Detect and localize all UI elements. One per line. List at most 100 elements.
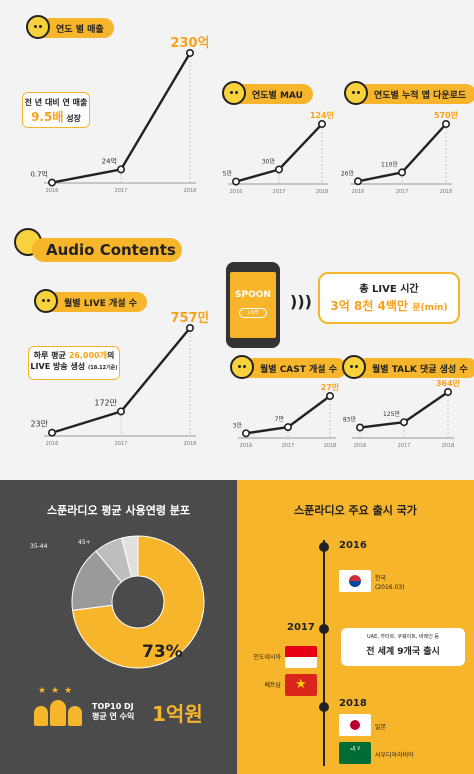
live-callout-prefix: 하루 평균: [33, 351, 66, 360]
top-dj-value: 1억원: [152, 702, 203, 726]
japan-label: 일본: [375, 724, 387, 731]
live-title: 월별 LIVE 개설 수: [64, 298, 137, 309]
data-label: 5만: [223, 170, 233, 178]
data-label: 570만: [434, 110, 459, 120]
donut-category-label: 45+: [78, 539, 91, 546]
data-point: [318, 120, 327, 129]
data-label: 30만: [262, 157, 276, 165]
data-label: 24억: [102, 157, 117, 165]
x-tick-label: 2018: [184, 441, 197, 447]
revenue-line-chart: 2016 2017 2018 0.7억 24억 230억: [30, 36, 208, 194]
phone-graphic: SPOON LIVE: [226, 262, 280, 348]
x-tick-label: 2018: [442, 443, 455, 449]
data-point: [274, 165, 283, 174]
top-dj-people-icon: [34, 698, 82, 726]
data-point: [47, 428, 56, 437]
data-point: [354, 177, 363, 186]
talk-title: 월별 TALK 댓글 생성 수: [372, 364, 468, 375]
x-tick-label: 2018: [440, 189, 453, 195]
launch-countries-panel: 스푼라디오 주요 출시 국가 2016 한국 (2016.03) 2017 UA…: [237, 480, 474, 774]
year-2016: 2016: [339, 540, 367, 551]
data-point: [326, 392, 335, 401]
live-callout-value: 26,000개: [68, 351, 107, 360]
age-distribution-title: 스푼라디오 평균 사용연령 분포: [46, 504, 191, 517]
x-tick-label: 2016: [240, 443, 253, 449]
revenue-title-pill: 연도 별 매출: [26, 15, 114, 39]
total-live-box: 총 LIVE 시간 3억 8천 4백만 분(min): [318, 272, 460, 324]
data-label: 230억: [170, 36, 208, 51]
data-label: 23만: [30, 420, 48, 429]
cast-title: 월별 CAST 개설 수: [260, 364, 337, 375]
talk-line-chart: 2016 2017 2018 83만 125만 364만: [343, 378, 461, 449]
top-dj-line1: TOP10 DJ: [92, 702, 134, 711]
timeline-line: [323, 540, 325, 766]
data-label: 364만: [436, 378, 461, 388]
data-point: [241, 429, 250, 438]
spoon-mascot-icon: [230, 355, 254, 379]
donut-category-label: 35-44: [30, 543, 48, 550]
cast-title-pill: 월별 CAST 개설 수: [230, 355, 347, 379]
donut-slice-45+: [120, 535, 139, 578]
year-2018: 2018: [339, 698, 367, 709]
data-point: [186, 324, 195, 333]
japan-flag-icon: [339, 714, 371, 736]
data-label: 27만: [321, 382, 340, 392]
total-live-value: 3억 8천 4백만: [330, 299, 408, 313]
top-dj-text: TOP10 DJ 평균 연 수익: [92, 702, 134, 722]
spoon-mascot-icon: [26, 15, 50, 39]
total-live-unit: 분(min): [412, 303, 448, 313]
spoon-mascot-icon: [344, 81, 368, 105]
stars-icon: ★★★: [38, 686, 78, 696]
revenue-callout: 전 년 대비 연 매출 9.5배 성장: [22, 92, 90, 128]
saudi-label: 사우디아라비아: [375, 752, 414, 759]
live-callout-suffix: 의: [106, 351, 115, 360]
data-label: 125만: [383, 410, 400, 418]
x-tick-label: 2017: [398, 443, 411, 449]
korea-label: 한국 (2016.03): [375, 574, 405, 592]
timeline-dot-2017: [319, 624, 329, 634]
data-point: [442, 120, 451, 129]
data-label: 3만: [233, 421, 243, 429]
spoon-mascot-icon: [222, 81, 246, 105]
expansion-line2: 전 세계 9개국 출시: [366, 647, 440, 657]
x-tick-label: 2016: [46, 441, 59, 447]
downloads-line-chart: 2016 2017 2018 26만 110만 570만: [341, 110, 459, 195]
data-label: 0.7억: [30, 171, 48, 179]
data-label: 26만: [341, 169, 355, 177]
spoon-mascot-icon: [342, 355, 366, 379]
saudi-flag-text: لا إله: [349, 746, 361, 752]
live-title-pill: 월별 LIVE 개설 수: [34, 289, 147, 313]
timeline-dot-2016: [319, 542, 329, 552]
age-main-percent: 73%: [142, 642, 183, 662]
cast-line-chart: 2016 2017 2018 3만 7만 27만: [233, 382, 340, 449]
vietnam-flag-icon: ★: [285, 674, 317, 696]
revenue-callout-line1: 전 년 대비 연 매출: [24, 98, 88, 107]
x-tick-label: 2016: [46, 188, 59, 194]
x-tick-label: 2016: [230, 189, 243, 195]
top-dj-line2: 평균 연 수익: [92, 712, 135, 721]
data-label: 124만: [310, 110, 335, 120]
indonesia-flag-icon: [285, 646, 317, 668]
data-label: 7만: [275, 415, 285, 423]
korea-flag-icon: [339, 570, 371, 592]
vietnam-label: 베트남: [264, 682, 281, 689]
phone-live-button: LIVE: [239, 308, 267, 318]
revenue-callout-suffix: 성장: [66, 114, 81, 123]
x-tick-label: 2018: [324, 443, 337, 449]
timeline-dot-2018: [319, 702, 329, 712]
data-point: [444, 388, 453, 397]
mau-title-pill: 연도별 MAU: [222, 81, 313, 105]
saudi-flag-icon: لا إله: [339, 742, 371, 764]
revenue-callout-value: 9.5배: [31, 110, 64, 124]
donut-slice-18-24: [71, 535, 205, 669]
downloads-title-pill: 연도별 누적 앱 다운로드: [344, 81, 474, 105]
live-callout: 하루 평균 26,000개의 LIVE 방송 생성 (18.12기준): [28, 346, 120, 380]
data-point: [232, 177, 241, 186]
expansion-line1: UAE, 카타르, 쿠웨이트, 바레인 등: [367, 634, 439, 640]
live-line-chart: 2016 2017 2018 23만 172만 757만: [30, 310, 208, 447]
data-label: 83만: [343, 416, 357, 424]
talk-title-pill: 월별 TALK 댓글 생성 수: [342, 355, 474, 379]
x-tick-label: 2016: [352, 189, 365, 195]
